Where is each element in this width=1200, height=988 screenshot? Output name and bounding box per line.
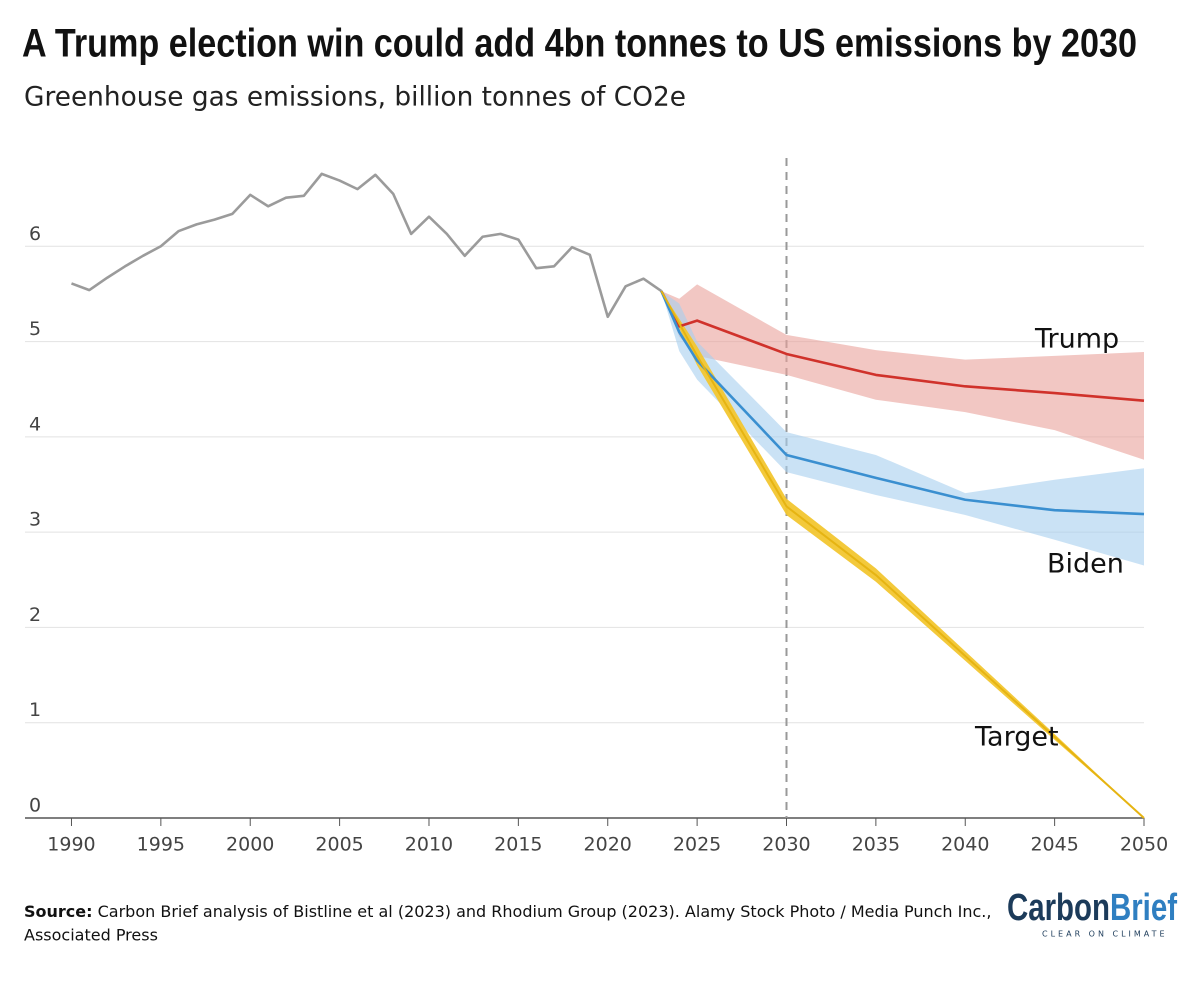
x-tick-label: 2030 [762, 834, 810, 856]
source-label: Source: [24, 902, 93, 921]
x-tick-label: 1995 [137, 834, 185, 856]
series-line [660, 290, 1145, 819]
y-tick-label: 5 [29, 318, 41, 340]
x-tick-label: 2040 [941, 834, 989, 856]
logo-tagline: CLEAR ON CLIMATE [1042, 930, 1168, 939]
series-label: Trump [1034, 324, 1119, 355]
y-tick-label: 3 [29, 509, 41, 531]
uncertainty-band [661, 284, 1144, 460]
y-tick-label: 1 [29, 699, 41, 721]
series-line [71, 172, 663, 319]
x-tick-label: 2005 [315, 834, 363, 856]
y-tick-label: 4 [29, 413, 41, 435]
logo-part: Carbon [1007, 887, 1110, 929]
x-tick-label: 2025 [673, 834, 721, 856]
x-tick-label: 2035 [852, 834, 900, 856]
series-line [660, 290, 1145, 516]
x-tick-label: 2015 [494, 834, 542, 856]
x-tick-label: 2010 [405, 834, 453, 856]
y-tick-label: 0 [29, 795, 41, 817]
footer-source-2: Associated Press [24, 926, 158, 945]
x-tick-label: 1990 [47, 834, 95, 856]
chart-title: A Trump election win could add 4bn tonne… [22, 22, 1137, 66]
logo-part: Brief [1110, 887, 1177, 929]
x-tick-label: 2045 [1030, 834, 1078, 856]
x-tick-label: 2000 [226, 834, 274, 856]
series-label: Biden [1047, 549, 1124, 580]
series-label: Target [974, 722, 1059, 753]
series-line [660, 290, 1145, 402]
uncertainty-band [661, 291, 1144, 566]
x-tick-label: 2050 [1120, 834, 1168, 856]
y-tick-label: 6 [29, 223, 41, 245]
footer-source: Source: Carbon Brief analysis of Bistlin… [24, 902, 991, 921]
chart-subtitle: Greenhouse gas emissions, billion tonnes… [24, 82, 686, 113]
logo: CarbonBrief [1007, 887, 1177, 929]
y-tick-label: 2 [29, 604, 41, 626]
source-text: Carbon Brief analysis of Bistline et al … [98, 902, 992, 921]
x-tick-label: 2020 [584, 834, 632, 856]
plot-area: 0 1 2 3 4 5 6 1990 1995 2000 2005 2010 2015 2020 2025 2… [25, 158, 1168, 856]
